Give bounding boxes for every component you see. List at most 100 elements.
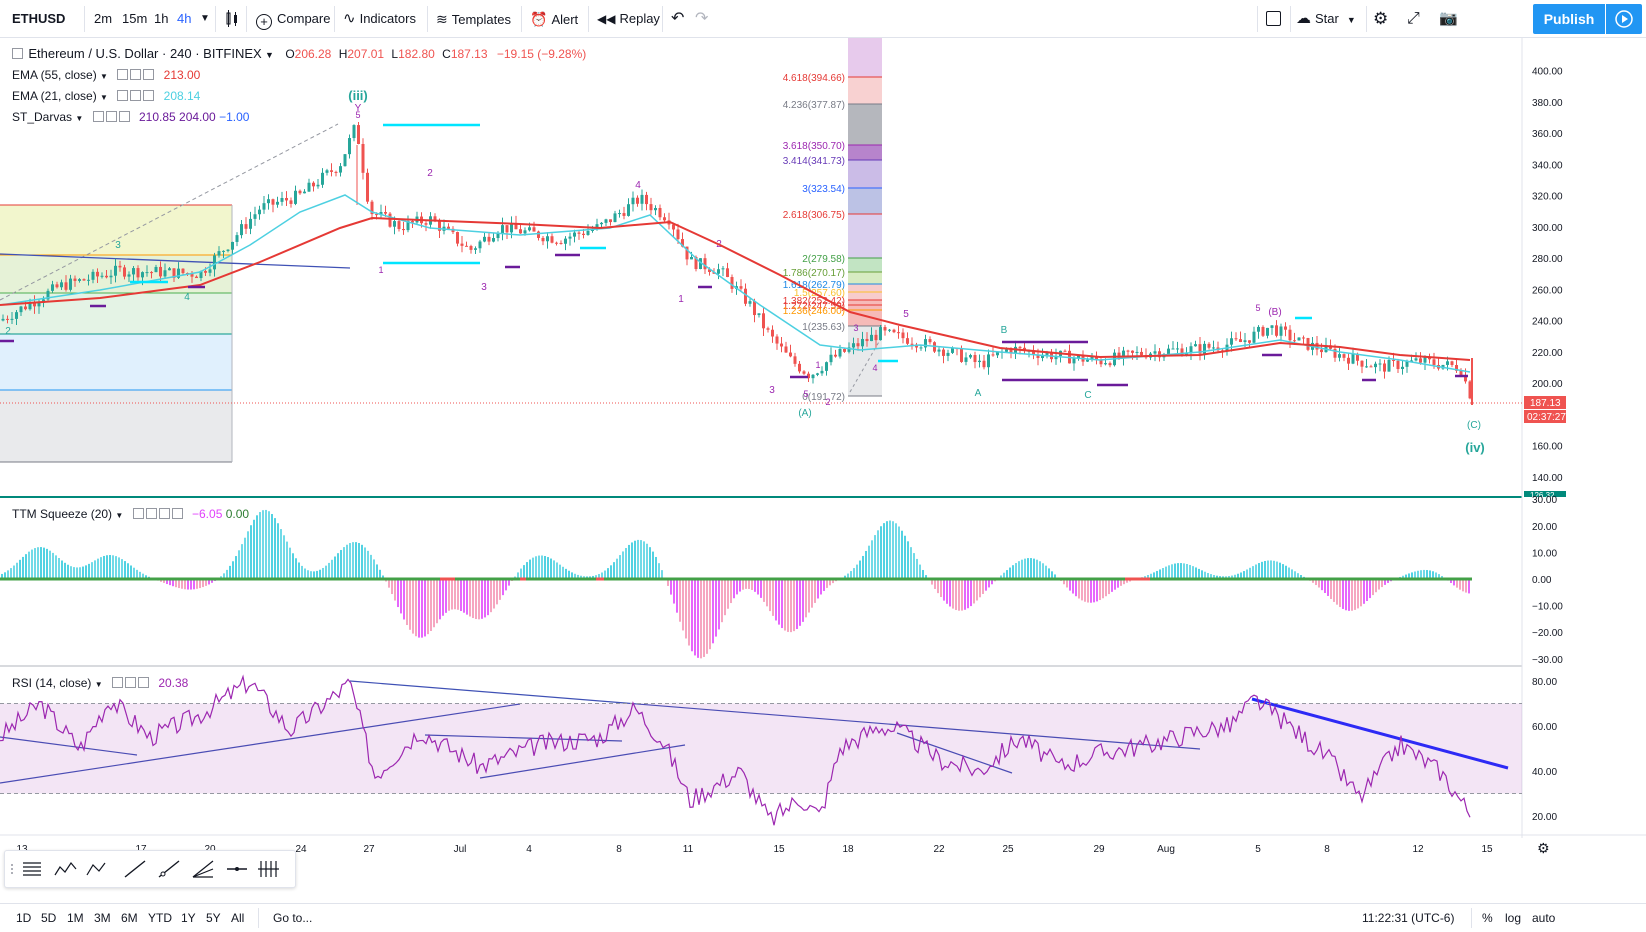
fullscreen-icon[interactable]: ⤢ — [1407, 10, 1420, 27]
auto-toggle[interactable]: auto — [1532, 911, 1556, 925]
close-icon[interactable] — [143, 90, 155, 101]
time-axis-label: 22 — [933, 844, 945, 855]
candle-body — [357, 125, 360, 144]
candle-body — [555, 242, 558, 244]
price-axis-label: 280.00 — [1532, 254, 1563, 265]
darvas-label: ST_Darvas — [12, 110, 73, 124]
chart-canvas[interactable]: 4.618(394.66) 4.236(377.87) 3.618(350.70) 3… — [0, 38, 1646, 903]
percent-toggle[interactable]: % — [1482, 911, 1493, 925]
range-5y[interactable]: 5Y — [206, 911, 221, 925]
close-icon[interactable] — [137, 677, 149, 688]
candle-body — [469, 246, 473, 250]
range-3m[interactable]: 3M — [94, 911, 111, 925]
eye-icon[interactable] — [117, 69, 129, 80]
settings-icon[interactable] — [105, 111, 117, 122]
candle-body — [816, 373, 819, 375]
play-circle-icon[interactable] — [1606, 4, 1642, 34]
settings-icon[interactable] — [145, 508, 157, 519]
range-all[interactable]: All — [231, 911, 245, 925]
abc-wave-icon[interactable] — [86, 862, 106, 876]
close-icon[interactable] — [171, 508, 183, 519]
candle-body — [991, 354, 995, 356]
candle-body — [1423, 356, 1427, 363]
templates-button[interactable]: ≋ Templates — [436, 0, 511, 38]
close-icon[interactable] — [143, 69, 155, 80]
time-axis-label: 8 — [1324, 844, 1330, 855]
candle-body — [384, 212, 387, 214]
settings-icon[interactable] — [130, 90, 142, 101]
fib-extension-zone — [848, 38, 882, 77]
camera-icon[interactable]: 📷 — [1439, 10, 1458, 27]
fib-tool-icon[interactable] — [23, 862, 41, 876]
log-toggle[interactable]: log — [1505, 911, 1522, 925]
series-title[interactable]: Ethereum / U.S. Dollar · 240 · BITFINEX — [28, 46, 262, 61]
settings-icon[interactable] — [130, 69, 142, 80]
cloud-save-button[interactable]: ☁ Star ▼ — [1296, 0, 1356, 38]
ray-line-icon[interactable] — [158, 860, 180, 878]
fib-extension-label: 1(235.63) — [802, 322, 845, 333]
candle-body — [771, 329, 774, 337]
chevron-down-icon[interactable]: ▼ — [200, 13, 210, 24]
compare-button[interactable]: + Compare — [256, 0, 330, 38]
chevron-down-icon[interactable]: ▼ — [265, 50, 274, 60]
candles-style-icon[interactable] — [224, 0, 240, 38]
collapse-icon[interactable] — [12, 48, 23, 59]
drag-handle-icon[interactable] — [11, 864, 13, 874]
rsi-legend[interactable]: RSI (14, close) ▼ 20.38 — [12, 676, 188, 690]
candle-body — [321, 172, 324, 185]
toolbar-divider — [84, 6, 85, 32]
eye-icon[interactable] — [92, 111, 104, 122]
ttm-legend[interactable]: TTM Squeeze (20) ▼ −6.05 0.00 — [12, 507, 249, 521]
candle-body — [987, 354, 990, 368]
clock-time[interactable]: 11:22:31 (UTC-6) — [1362, 911, 1455, 925]
candle-body — [312, 182, 315, 187]
candle-body — [393, 221, 396, 227]
interval-1h[interactable]: 1h — [154, 11, 169, 26]
interval-15m[interactable]: 15m — [122, 11, 148, 26]
ema55-legend[interactable]: EMA (55, close) ▼ 213.00 — [12, 68, 200, 82]
candle-body — [1207, 343, 1211, 348]
publish-button[interactable]: Publish — [1533, 4, 1605, 34]
candle-body — [276, 201, 279, 205]
rsi-axis-label: 40.00 — [1532, 767, 1557, 778]
close-icon[interactable] — [118, 111, 130, 122]
elliott-wave-label: (C) — [1467, 420, 1481, 431]
elliott-wave-icon[interactable] — [54, 861, 77, 876]
price-axis-label: 240.00 — [1532, 317, 1563, 328]
range-ytd[interactable]: YTD — [148, 911, 172, 925]
candle-body — [150, 272, 153, 274]
candle-body — [708, 269, 711, 272]
eye-icon[interactable] — [117, 90, 129, 101]
range-6m[interactable]: 6M — [121, 911, 138, 925]
candle-body — [969, 355, 972, 358]
interval-2m[interactable]: 2m — [94, 11, 113, 26]
candle-body — [244, 224, 248, 229]
candle-body — [1284, 326, 1287, 330]
vertical-lines-icon[interactable] — [258, 861, 279, 877]
redo-icon[interactable]: ↷ — [695, 10, 709, 27]
candle-body — [865, 338, 869, 342]
range-5d[interactable]: 5D — [41, 911, 57, 925]
trend-line-icon[interactable] — [124, 860, 146, 878]
fib-fan-icon[interactable] — [192, 860, 214, 878]
eye-icon[interactable] — [132, 508, 144, 519]
range-1m[interactable]: 1M — [67, 911, 84, 925]
range-1y[interactable]: 1Y — [181, 911, 196, 925]
range-1d[interactable]: 1D — [16, 911, 32, 925]
gear-icon[interactable]: ⚙ — [1373, 9, 1389, 28]
indicators-button[interactable]: ∿ Indicators — [343, 0, 416, 38]
ema21-legend[interactable]: EMA (21, close) ▼ 208.14 — [12, 89, 200, 103]
candle-body — [897, 332, 900, 334]
interval-4h[interactable]: 4h — [177, 11, 192, 26]
source-icon[interactable] — [158, 508, 170, 519]
symbol-search[interactable]: ETHUSD — [12, 11, 66, 26]
goto-button[interactable]: Go to... — [273, 911, 313, 925]
darvas-legend[interactable]: ST_Darvas ▼ 210.85 204.00 −1.00 — [12, 110, 249, 124]
undo-icon[interactable]: ↶ — [671, 10, 685, 27]
layout-square-icon[interactable] — [1266, 0, 1281, 38]
settings-icon[interactable] — [124, 677, 136, 688]
replay-button[interactable]: ◀◀ Replay — [597, 0, 660, 38]
horizontal-line-icon[interactable] — [227, 867, 247, 871]
eye-icon[interactable] — [111, 677, 123, 688]
alert-button[interactable]: ⏰ Alert — [530, 0, 578, 38]
